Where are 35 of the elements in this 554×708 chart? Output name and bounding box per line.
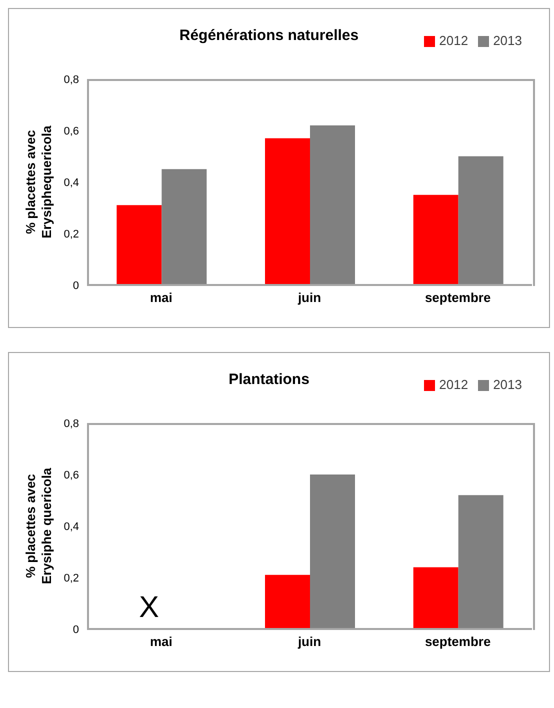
bar: [265, 138, 310, 285]
legend-label: 2013: [493, 377, 522, 392]
y-tick-label: 0,2: [64, 228, 79, 240]
bar: [116, 205, 162, 285]
bar: [162, 169, 207, 285]
y-tick-label: 0,8: [64, 418, 79, 430]
legend-label: 2012: [439, 377, 468, 392]
x-tick-label: septembre: [424, 634, 491, 650]
x-tick-label: septembre: [424, 290, 491, 306]
y-tick-label: 0,6: [64, 125, 79, 138]
x-tick-label: juin: [296, 634, 322, 650]
y-tick-label: 0,4: [64, 176, 79, 189]
y-tick-label: 0,2: [64, 572, 79, 584]
x-tick-label: mai: [150, 634, 172, 650]
y-tick-label: 0,4: [64, 520, 79, 533]
legend-label: 2013: [493, 33, 522, 48]
bar: [310, 125, 355, 285]
bar: [413, 567, 458, 629]
chart-title: Régénérations naturelles: [179, 27, 359, 44]
y-tick-label: 0: [72, 624, 79, 636]
y-tick-label: 0,6: [64, 469, 79, 482]
chart-title: Plantations: [228, 371, 310, 388]
x-tick-label: juin: [296, 290, 322, 306]
x-tick-label: mai: [150, 290, 172, 306]
bar: [265, 574, 310, 629]
bar: [413, 194, 458, 285]
y-tick-label: 0: [72, 280, 79, 292]
y-tick-label: 0,8: [64, 74, 79, 86]
bar: [458, 156, 504, 285]
legend-label: 2012: [439, 33, 468, 48]
annotation: X: [139, 591, 160, 625]
bar: [310, 474, 355, 629]
bar: [458, 495, 504, 629]
y-axis-title: % placettes avec Erysiphe quericola: [23, 467, 54, 584]
y-axis-title: % placettes avec Erysiphequericola: [23, 124, 54, 238]
